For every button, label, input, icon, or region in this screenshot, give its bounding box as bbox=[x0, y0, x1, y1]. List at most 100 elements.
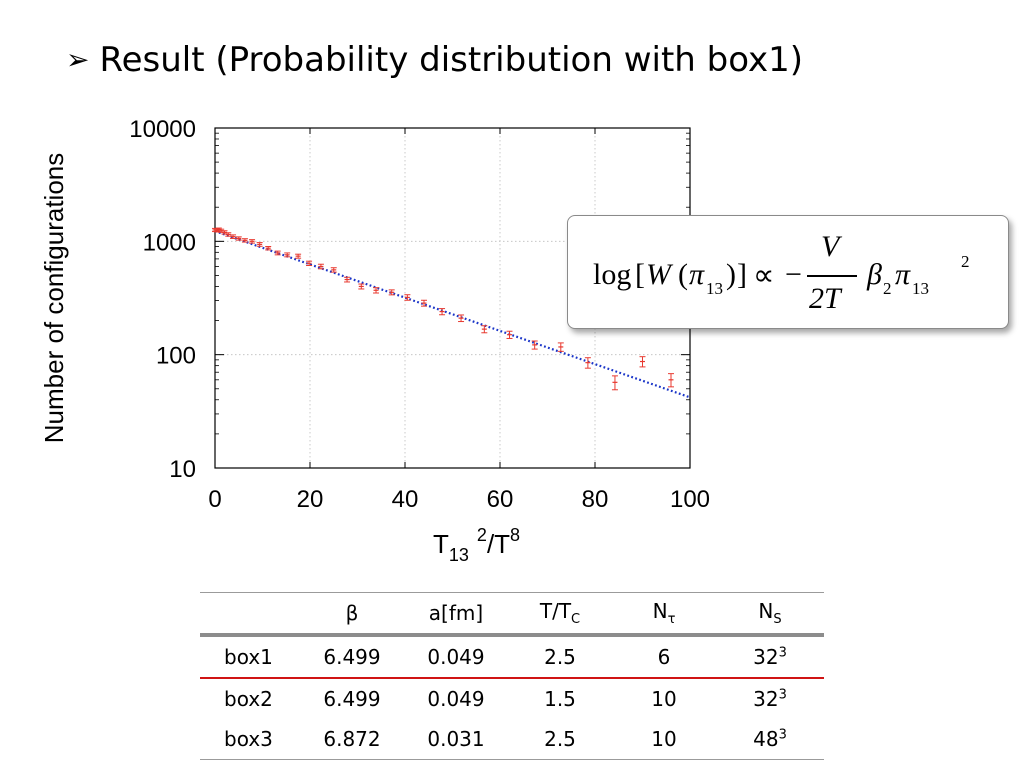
table-row: box2 6.499 0.049 1.5 10 323 bbox=[200, 678, 824, 719]
cell-ns: 323 bbox=[753, 687, 787, 711]
data-point bbox=[317, 263, 324, 270]
formula-log: log bbox=[593, 258, 632, 291]
x-tick-label: 100 bbox=[670, 486, 710, 513]
x-axis-label: T13 2/T8 bbox=[433, 525, 520, 565]
header-cell-a: a[fm] bbox=[428, 601, 484, 625]
chart-ticks: 0 20 40 60 80 100 10 100 1000 10000 bbox=[129, 116, 710, 513]
x-tick-label: 20 bbox=[297, 486, 324, 513]
data-point bbox=[421, 299, 427, 307]
data-point bbox=[373, 287, 380, 294]
formula-proportional: ∝ bbox=[753, 259, 775, 292]
data-point bbox=[439, 308, 446, 316]
cell-beta: 6.872 bbox=[323, 727, 381, 751]
data-points-series bbox=[212, 227, 674, 391]
x-label-rest: /T bbox=[487, 529, 510, 559]
header-cell-ns: NS bbox=[758, 599, 782, 627]
data-point bbox=[506, 330, 513, 339]
data-point bbox=[481, 325, 488, 334]
table-row: box3 6.872 0.031 2.5 10 483 bbox=[200, 719, 824, 760]
data-point bbox=[557, 342, 564, 352]
cell-ntau: 10 bbox=[651, 727, 677, 751]
row-label: box2 bbox=[224, 687, 273, 711]
x-label-main: T bbox=[433, 529, 449, 559]
formula-box: log [ W ( π 13 ) ] ∝ − V 2T β 2 π 13 2 bbox=[567, 215, 1009, 329]
data-point bbox=[265, 246, 272, 251]
data-point bbox=[388, 289, 395, 296]
cell-a: 0.049 bbox=[404, 635, 508, 679]
x-label-sub: 13 bbox=[449, 545, 469, 565]
header-cell-ntau: Nτ bbox=[652, 599, 676, 627]
data-point bbox=[306, 260, 313, 267]
y-tick-label: 10 bbox=[169, 456, 196, 483]
cell-beta: 6.499 bbox=[300, 635, 404, 679]
formula-denominator: 2T bbox=[809, 282, 841, 315]
data-point bbox=[404, 294, 411, 301]
chart-grid bbox=[215, 128, 690, 468]
data-point bbox=[344, 276, 351, 283]
cell-t: 2.5 bbox=[544, 727, 576, 751]
cell-ntau: 10 bbox=[651, 687, 677, 711]
data-point bbox=[668, 373, 674, 388]
data-point bbox=[330, 267, 337, 273]
formula-fraction-bar bbox=[807, 275, 857, 277]
formula-bracket-open: [ bbox=[635, 258, 645, 291]
table-row: box1 6.499 0.049 2.5 6 323 bbox=[200, 635, 824, 679]
data-point bbox=[584, 357, 591, 369]
data-point bbox=[256, 242, 263, 247]
x-tick-label: 80 bbox=[582, 486, 609, 513]
data-point bbox=[531, 340, 538, 350]
formula-w: W bbox=[646, 258, 671, 291]
cell-ns: 323 bbox=[716, 635, 824, 679]
table-header-row: β a[fm] T/TC Nτ NS bbox=[200, 592, 824, 636]
x-tick-label: 0 bbox=[208, 486, 221, 513]
header-cell-empty bbox=[200, 593, 300, 636]
row-label: box3 bbox=[224, 727, 273, 751]
formula-pi: π bbox=[689, 258, 705, 291]
data-point bbox=[230, 234, 237, 239]
row-label: box1 bbox=[200, 635, 300, 679]
probability-formula: log [ W ( π 13 ) ] ∝ − V 2T β 2 π 13 2 bbox=[593, 224, 1003, 324]
cell-t: 1.5 bbox=[544, 687, 576, 711]
cell-beta: 6.499 bbox=[323, 687, 381, 711]
data-point bbox=[295, 253, 302, 259]
formula-sub2: 2 bbox=[883, 279, 892, 298]
formula-bracket-close: ] bbox=[737, 258, 747, 291]
formula-paren-close: ) bbox=[726, 258, 736, 291]
data-point bbox=[611, 375, 618, 391]
cell-a: 0.031 bbox=[427, 727, 485, 751]
data-point bbox=[284, 252, 291, 258]
y-axis-label: Number of configurations bbox=[39, 153, 69, 443]
formula-numerator: V bbox=[821, 230, 840, 263]
formula-pi-2: π bbox=[895, 258, 911, 291]
data-point bbox=[235, 236, 242, 241]
slide-title: ➢ Result (Probability distribution with b… bbox=[66, 40, 803, 80]
data-point bbox=[225, 232, 232, 237]
formula-minus: − bbox=[785, 258, 802, 291]
cell-ntau: 6 bbox=[612, 635, 716, 679]
slide-title-text: Result (Probability distribution with bo… bbox=[99, 40, 803, 80]
parameter-table: β a[fm] T/TC Nτ NS box1 6.499 0.049 2.5 … bbox=[200, 592, 824, 760]
y-tick-label: 10000 bbox=[129, 116, 196, 143]
data-point bbox=[274, 250, 281, 256]
x-tick-label: 40 bbox=[392, 486, 419, 513]
data-point bbox=[241, 238, 248, 243]
formula-paren-open: ( bbox=[678, 258, 688, 291]
cell-a: 0.049 bbox=[427, 687, 485, 711]
formula-sub13: 13 bbox=[706, 279, 723, 298]
x-label-sup2: 8 bbox=[510, 525, 520, 545]
data-point bbox=[458, 314, 465, 323]
formula-sub13-2: 13 bbox=[912, 279, 929, 298]
data-point bbox=[249, 239, 256, 244]
x-tick-label: 60 bbox=[487, 486, 514, 513]
cell-t: 2.5 bbox=[508, 635, 612, 679]
formula-beta: β bbox=[867, 258, 882, 291]
arrow-bullet-icon: ➢ bbox=[66, 43, 90, 76]
y-tick-label: 1000 bbox=[143, 229, 196, 256]
header-cell-t: T/TC bbox=[539, 599, 581, 627]
header-cell-beta: β bbox=[345, 601, 359, 625]
y-tick-label: 100 bbox=[156, 343, 196, 370]
x-label-sup1: 2 bbox=[477, 525, 487, 545]
formula-sup2: 2 bbox=[961, 252, 970, 271]
cell-ns: 483 bbox=[753, 727, 787, 751]
